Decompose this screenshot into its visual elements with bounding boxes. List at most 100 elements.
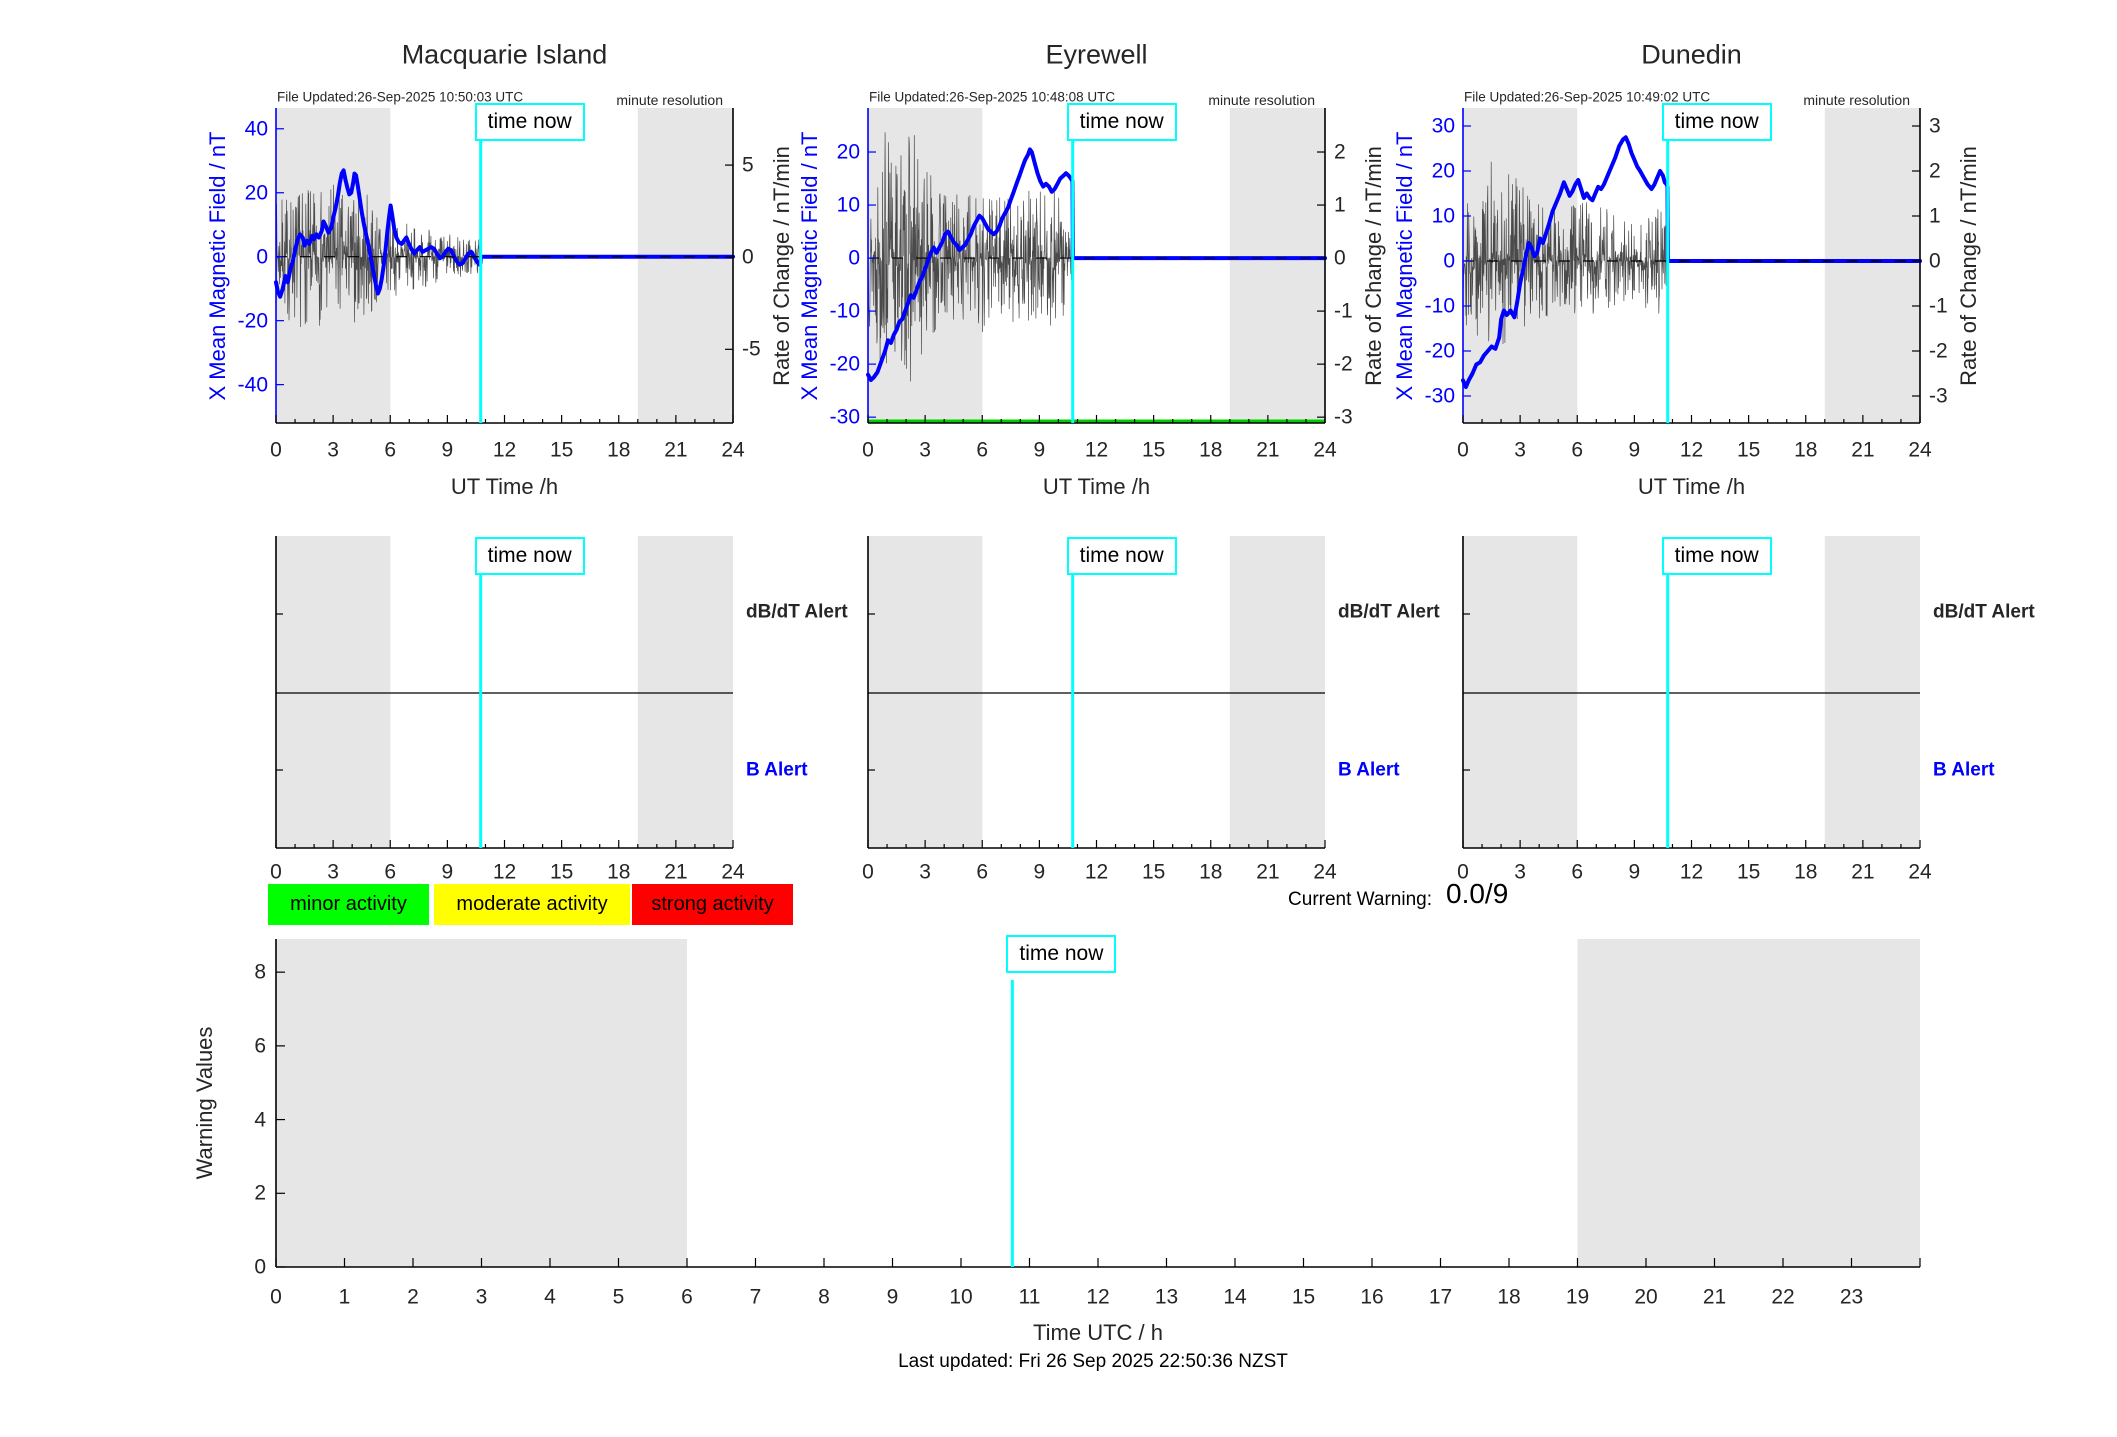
x-tick-label: 0 <box>1457 438 1469 462</box>
night-shaded-band <box>276 939 687 1267</box>
x-tick-label: 1 <box>338 1285 351 1309</box>
y-axis-label-left: X Mean Magnetic Field / nT <box>1392 130 1417 401</box>
night-shaded-band <box>1824 108 1920 423</box>
night-shaded-band <box>1463 536 1578 848</box>
x-tick-label: 3 <box>919 438 931 462</box>
x-tick-label: 9 <box>1628 860 1641 884</box>
last-updated-text: Last updated: Fri 26 Sep 2025 22:50:36 N… <box>898 1351 1288 1372</box>
y-tick-label: 4 <box>254 1108 266 1132</box>
resolution-note: minute resolution <box>616 92 723 108</box>
y-tick-label-right: -3 <box>1334 405 1353 429</box>
x-tick-label: 18 <box>1199 438 1223 462</box>
x-tick-label: 12 <box>1086 1285 1110 1309</box>
x-tick-label: 21 <box>664 438 688 462</box>
y-tick-label-right: -2 <box>1929 339 1948 363</box>
x-tick-label: 7 <box>749 1285 762 1309</box>
x-tick-label: 24 <box>721 860 745 884</box>
x-tick-label: 21 <box>1256 860 1280 884</box>
y-tick-label-left: 10 <box>836 193 860 217</box>
x-tick-label: 18 <box>1199 860 1223 884</box>
file-updated-note: File Updated:26-Sep-2025 10:49:02 UTC <box>1464 89 1711 105</box>
y-tick-label-left: 0 <box>848 246 860 270</box>
x-tick-label: 15 <box>1141 860 1166 884</box>
x-tick-label: 5 <box>612 1285 625 1309</box>
rate-of-change-noise-trace <box>1462 161 1668 345</box>
y-tick-label-right: 0 <box>742 245 754 269</box>
time-now-label: time now <box>1066 103 1177 141</box>
x-tick-label: 21 <box>1256 438 1280 462</box>
x-tick-label: 12 <box>1084 438 1109 462</box>
x-tick-label: 9 <box>441 860 454 884</box>
y-tick-label-left: 0 <box>256 245 268 269</box>
x-tick-label: 21 <box>1851 860 1875 884</box>
y-tick-label-left: -20 <box>829 352 860 376</box>
x-tick-label: 3 <box>327 860 339 884</box>
x-tick-label: 0 <box>270 1285 282 1309</box>
x-mean-field-line <box>1461 135 1922 389</box>
time-now-label: time now <box>1006 935 1117 973</box>
y-tick-label-left: -20 <box>237 309 268 333</box>
y-tick-label-left: -10 <box>1424 294 1455 318</box>
resolution-note: minute resolution <box>1803 92 1910 108</box>
x-tick-label: 9 <box>1628 438 1641 462</box>
x-tick-label: 15 <box>1736 860 1761 884</box>
x-tick-label: 23 <box>1839 1285 1864 1309</box>
x-tick-label: 4 <box>544 1285 556 1309</box>
x-tick-label: 3 <box>1514 860 1526 884</box>
x-tick-label: 0 <box>1457 860 1469 884</box>
y-tick-label-right: 2 <box>1334 140 1346 164</box>
x-tick-label: 21 <box>664 860 688 884</box>
x-tick-label: 12 <box>1084 860 1109 884</box>
x-tick-label: 6 <box>384 438 397 462</box>
x-tick-label: 8 <box>818 1285 830 1309</box>
x-tick-label: 10 <box>949 1285 973 1309</box>
dbdt-alert-label: dB/dT Alert <box>1933 601 2035 623</box>
y-tick-label: 8 <box>254 960 266 984</box>
x-tick-label: 6 <box>1571 438 1584 462</box>
x-tick-label: 15 <box>1141 438 1166 462</box>
x-tick-label: 24 <box>1313 438 1337 462</box>
x-tick-label: 0 <box>270 438 282 462</box>
x-axis-label: UT Time /h <box>1637 474 1746 499</box>
x-tick-label: 2 <box>407 1285 419 1309</box>
time-now-label: time now <box>474 537 585 575</box>
x-mean-field-line <box>866 147 1327 382</box>
x-tick-label: 12 <box>1679 860 1704 884</box>
y-tick-label-right: 5 <box>742 153 754 177</box>
y-tick-label-right: 1 <box>1334 193 1346 217</box>
dbdt-alert-label: dB/dT Alert <box>746 601 848 623</box>
x-tick-label: 21 <box>1851 438 1875 462</box>
x-tick-label: 12 <box>1679 438 1704 462</box>
x-tick-label: 0 <box>270 860 282 884</box>
station-title: Eyrewell <box>1045 39 1148 70</box>
file-updated-note: File Updated:26-Sep-2025 10:50:03 UTC <box>277 89 524 105</box>
x-tick-label: 18 <box>607 860 631 884</box>
x-tick-label: 0 <box>862 860 874 884</box>
y-axis-label-left: X Mean Magnetic Field / nT <box>205 130 230 401</box>
night-shaded-band <box>637 108 733 423</box>
y-tick-label: 2 <box>254 1181 266 1205</box>
x-mean-field-line <box>274 168 735 299</box>
y-tick-label-left: 40 <box>244 117 268 141</box>
y-tick-label-left: 20 <box>836 140 860 164</box>
y-tick-label-left: -30 <box>829 405 860 429</box>
x-tick-label: 9 <box>441 438 454 462</box>
file-updated-note: File Updated:26-Sep-2025 10:48:08 UTC <box>869 89 1116 105</box>
b-alert-label: B Alert <box>1338 759 1400 781</box>
x-tick-label: 9 <box>886 1285 899 1309</box>
station-title: Dunedin <box>1641 39 1742 70</box>
y-tick-label-left: -40 <box>237 373 268 397</box>
legend-moderate-activity: moderate activity <box>434 884 630 925</box>
y-tick-label-right: -1 <box>1929 294 1948 318</box>
y-tick-label: 0 <box>254 1255 266 1279</box>
x-tick-label: 15 <box>1736 438 1761 462</box>
x-tick-label: 6 <box>976 860 989 884</box>
night-shaded-band <box>1824 536 1920 848</box>
x-tick-label: 20 <box>1634 1285 1658 1309</box>
y-tick-label-right: 2 <box>1929 159 1941 183</box>
y-tick-label-right: -2 <box>1334 352 1353 376</box>
x-tick-label: 12 <box>492 860 517 884</box>
resolution-note: minute resolution <box>1208 92 1315 108</box>
